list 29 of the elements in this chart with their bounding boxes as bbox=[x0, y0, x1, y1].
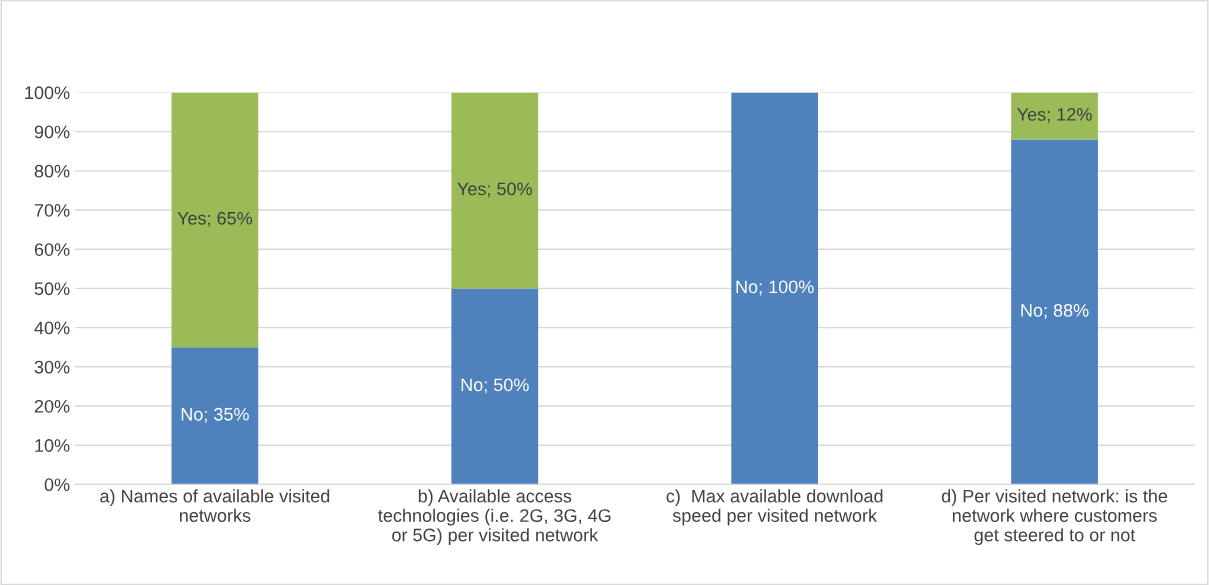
y-tick-label: 60% bbox=[34, 243, 70, 256]
x-tick-label: c) Max available download speed per visited network bbox=[666, 489, 883, 526]
x-tick-label: d) Per visited network: is the network where customers get steered to or not bbox=[941, 489, 1168, 545]
bar bbox=[171, 347, 259, 485]
y-tick-label: 0% bbox=[44, 478, 70, 492]
bar bbox=[171, 92, 259, 348]
data-label: No; 100% bbox=[736, 280, 814, 296]
x-tick-label: b) Available access technologies (i.e. 2G, 3G, 4G or 5G) per visited network bbox=[378, 489, 611, 545]
bar bbox=[451, 288, 539, 485]
y-tick-label: 70% bbox=[34, 203, 70, 217]
x-tick-label: a) Names of available visited networks bbox=[100, 489, 330, 522]
y-tick-label: 80% bbox=[34, 164, 70, 178]
data-label: Yes; 12% bbox=[1017, 108, 1092, 123]
data-label: Yes; 50% bbox=[457, 182, 532, 198]
y-tick-label: 90% bbox=[34, 125, 70, 139]
data-label: Yes; 65% bbox=[177, 211, 253, 227]
bar bbox=[451, 92, 539, 289]
y-tick-label: 20% bbox=[34, 399, 70, 413]
data-label: No; 88% bbox=[1021, 303, 1089, 319]
bar bbox=[1011, 139, 1098, 485]
data-label: No; 50% bbox=[461, 378, 529, 394]
y-tick-label: 50% bbox=[34, 282, 70, 296]
y-tick-label: 10% bbox=[35, 439, 70, 452]
y-tick-label: 40% bbox=[34, 321, 70, 335]
bar bbox=[1011, 92, 1098, 140]
y-tick-label: 100% bbox=[25, 86, 70, 100]
y-tick-label: 30% bbox=[34, 360, 70, 374]
bar bbox=[731, 92, 819, 485]
data-label: No; 35% bbox=[181, 407, 249, 423]
